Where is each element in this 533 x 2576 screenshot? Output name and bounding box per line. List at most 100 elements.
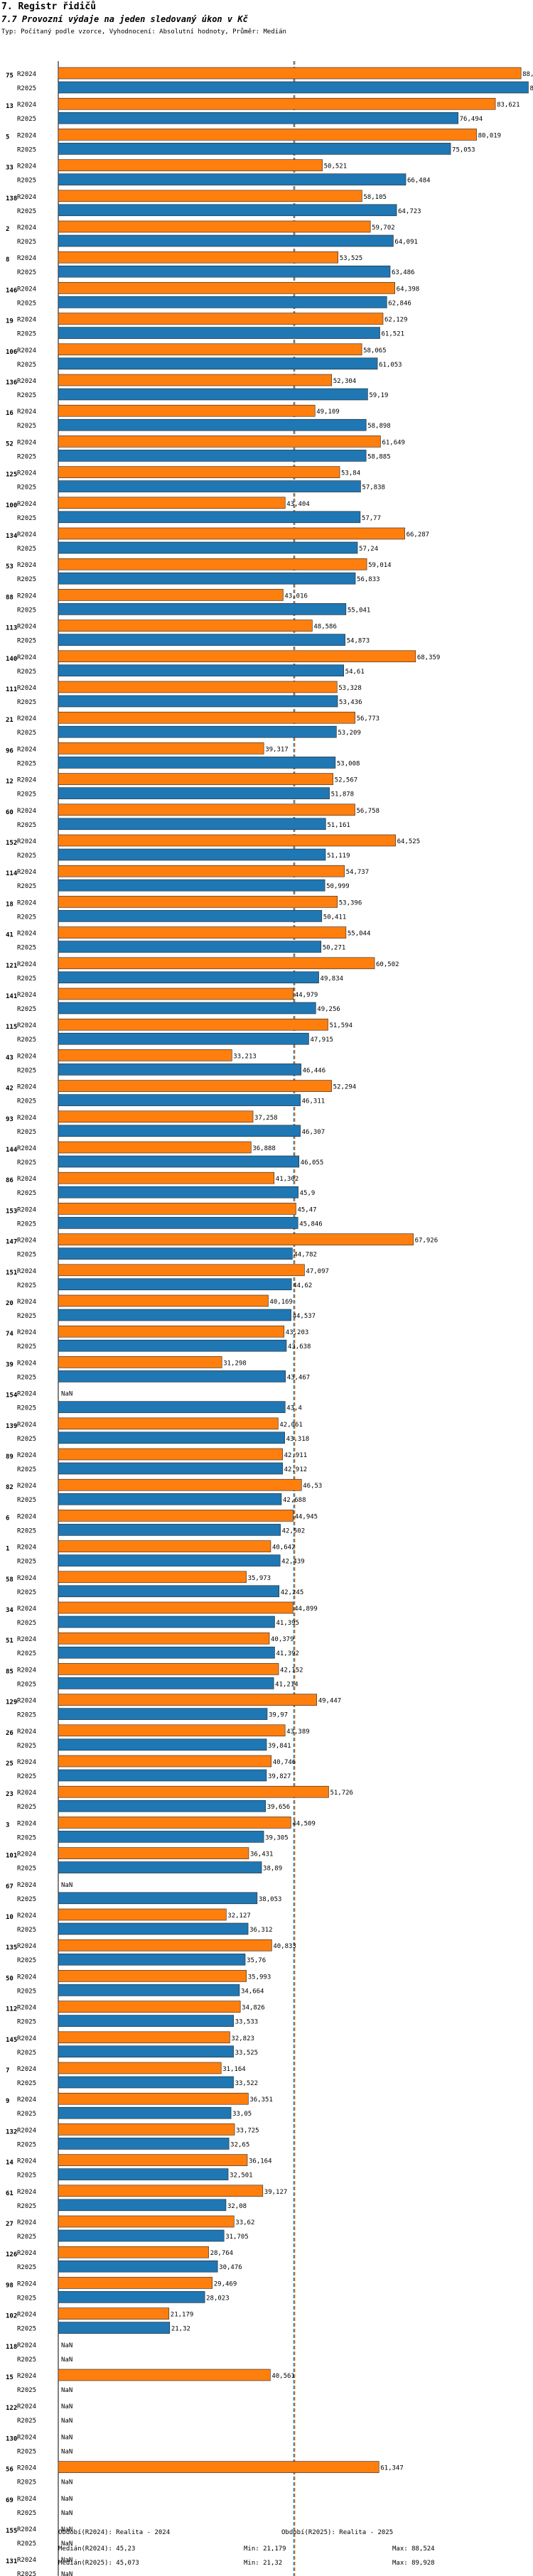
bar-r2025 xyxy=(58,388,368,401)
group-label: 146 xyxy=(6,287,17,294)
bar-r2024 xyxy=(58,1785,329,1798)
group-label: 2 xyxy=(6,226,9,233)
bar-r2025 xyxy=(58,1677,274,1689)
series-label-r2025: R2025 xyxy=(17,1743,36,1750)
value-label-r2024: 59,014 xyxy=(368,562,392,569)
bar-r2024 xyxy=(58,497,286,509)
group-label: 145 xyxy=(6,2037,17,2044)
value-label-r2024: 49,109 xyxy=(316,408,340,416)
bar-r2024 xyxy=(58,466,340,478)
missing-value-label: NaN xyxy=(61,2403,72,2410)
series-label-r2024: R2024 xyxy=(17,1452,36,1459)
group-label: 96 xyxy=(6,747,14,754)
value-label-r2025: 53,209 xyxy=(338,730,361,737)
value-label-r2024: 53,396 xyxy=(339,899,362,907)
series-label-r2024: R2024 xyxy=(17,869,36,876)
value-label-r2024: 66,287 xyxy=(407,531,430,539)
bar-r2024 xyxy=(58,2185,264,2197)
series-label-r2025: R2025 xyxy=(17,546,36,553)
bar-r2025 xyxy=(58,541,358,554)
value-label-r2024: 56,773 xyxy=(357,715,380,723)
missing-value-label: NaN xyxy=(61,2496,72,2503)
value-label-r2024: 58,105 xyxy=(363,194,387,201)
series-label-r2024: R2024 xyxy=(17,1974,36,1981)
series-label-r2025: R2025 xyxy=(17,2510,36,2517)
group-label: 111 xyxy=(6,686,17,693)
value-label-r2025: 55,041 xyxy=(348,607,371,614)
bar-r2024 xyxy=(58,803,355,816)
series-label-r2025: R2025 xyxy=(17,2540,36,2548)
value-label-r2024: 44,899 xyxy=(294,1606,318,1613)
bar-r2025 xyxy=(58,818,326,830)
bar-r2024 xyxy=(58,834,396,847)
value-label-r2025: 64,723 xyxy=(398,208,421,215)
value-label-r2025: 44,782 xyxy=(294,1252,317,1259)
bar-r2025 xyxy=(58,1984,240,1996)
series-label-r2025: R2025 xyxy=(17,2387,36,2394)
bar-r2024 xyxy=(58,2277,213,2289)
series-label-r2025: R2025 xyxy=(17,116,36,123)
value-label-r2024: 52,294 xyxy=(333,1084,357,1091)
bar-r2024 xyxy=(58,2123,235,2136)
missing-value-label: NaN xyxy=(61,2510,72,2517)
value-label-r2025: 54,873 xyxy=(347,638,370,645)
series-label-r2024: R2024 xyxy=(17,2066,36,2073)
value-label-r2025: 76,494 xyxy=(460,116,483,123)
bar-r2025 xyxy=(58,603,347,615)
bar-r2025 xyxy=(58,725,337,738)
bar-r2024 xyxy=(58,1356,222,1368)
bar-r2025 xyxy=(58,1646,275,1659)
value-label-r2024: 52,567 xyxy=(335,777,358,784)
value-label-r2025: 57,838 xyxy=(362,485,385,492)
group-label: 154 xyxy=(6,1392,18,1400)
value-label-r2025: 57,24 xyxy=(359,546,378,553)
bar-r2025 xyxy=(58,1155,300,1168)
bar-r2025 xyxy=(58,941,322,953)
group-label: 140 xyxy=(6,656,17,663)
value-label-r2025: 33,525 xyxy=(235,2050,259,2057)
series-label-r2025: R2025 xyxy=(17,638,36,645)
series-label-r2024: R2024 xyxy=(17,1851,36,1858)
bar-r2024 xyxy=(58,1171,275,1184)
value-label-r2025: 43,638 xyxy=(288,1343,311,1351)
series-label-r2024: R2024 xyxy=(17,1053,36,1060)
series-label-r2025: R2025 xyxy=(17,2448,36,2455)
series-label-r2025: R2025 xyxy=(17,1436,36,1443)
bar-r2025 xyxy=(58,1186,298,1198)
series-label-r2025: R2025 xyxy=(17,1466,36,1473)
series-label-r2024: R2024 xyxy=(17,1698,36,1705)
bar-r2025 xyxy=(58,1554,281,1566)
bar-r2024 xyxy=(58,1755,272,1768)
bar-r2024 xyxy=(58,650,416,663)
series-label-r2024: R2024 xyxy=(17,1329,36,1336)
group-label: 13 xyxy=(6,103,14,110)
group-label: 101 xyxy=(6,1853,17,1860)
bar-r2024 xyxy=(58,527,405,540)
series-label-r2024: R2024 xyxy=(17,808,36,815)
series-label-r2025: R2025 xyxy=(17,1927,36,1934)
series-label-r2025: R2025 xyxy=(17,85,36,92)
chart-description: Typ: Počítaný podle vzorce, Vyhodnocení:… xyxy=(1,28,286,36)
group-label: 132 xyxy=(6,2128,17,2136)
series-label-r2025: R2025 xyxy=(17,853,36,860)
value-label-r2024: 52,304 xyxy=(333,378,357,385)
value-label-r2025: 33,533 xyxy=(235,2019,259,2026)
series-label-r2024: R2024 xyxy=(17,2312,36,2319)
bar-r2024 xyxy=(58,773,333,785)
bar-r2025 xyxy=(58,1248,293,1260)
series-label-r2024: R2024 xyxy=(17,592,36,600)
series-label-r2024: R2024 xyxy=(17,2280,36,2288)
page-title: 7. Registr řidičů xyxy=(1,1,97,12)
bar-r2025 xyxy=(58,357,378,370)
bar-r2025 xyxy=(58,879,325,892)
value-label-r2025: 64,091 xyxy=(394,239,418,246)
bar-r2025 xyxy=(58,1892,258,1905)
value-label-r2025: 46,446 xyxy=(303,1067,326,1074)
value-label-r2024: 43,203 xyxy=(286,1329,309,1336)
value-label-r2024: 34,826 xyxy=(242,2005,265,2012)
value-label-r2024: 42,911 xyxy=(284,1452,308,1459)
group-label: 14 xyxy=(6,2160,14,2167)
series-label-r2024: R2024 xyxy=(17,255,36,262)
bar-r2025 xyxy=(58,2015,234,2027)
bar-r2025 xyxy=(58,634,345,646)
